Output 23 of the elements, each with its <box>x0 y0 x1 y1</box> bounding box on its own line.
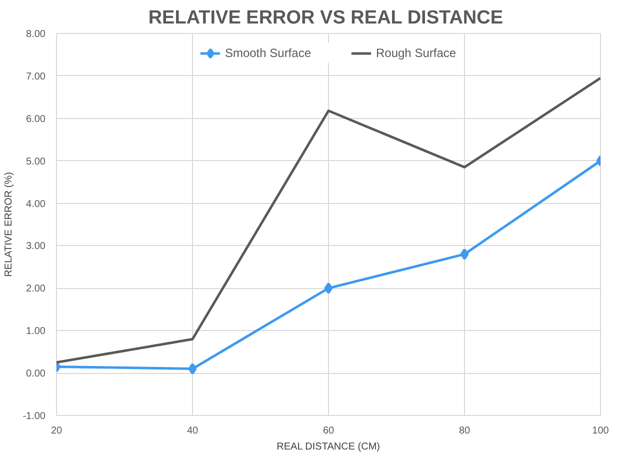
y-tick-label: 3.00 <box>26 241 46 252</box>
x-tick-label: 20 <box>50 426 62 436</box>
y-tick-label: 2.00 <box>26 284 46 295</box>
y-tick-label: 5.00 <box>26 156 46 168</box>
y-tick-label: 1.00 <box>26 326 46 338</box>
y-tick-label: 4.00 <box>26 198 46 210</box>
x-tick-label: 60 <box>322 426 334 436</box>
point <box>460 248 469 260</box>
y-tick-label: 7.00 <box>26 71 46 82</box>
y-tick-label: 8.00 <box>26 29 46 40</box>
y-tick-label: 6.00 <box>26 114 46 125</box>
y-tick-label: -1.00 <box>22 411 46 422</box>
x-tick-label: 80 <box>458 426 470 436</box>
y-tick-label: 0.00 <box>26 368 46 380</box>
point <box>188 363 197 375</box>
point <box>324 282 333 294</box>
x-axis-title: REAL DISTANCE (CM) <box>276 442 380 452</box>
x-tick-label: 100 <box>592 426 610 436</box>
legend-label: Smooth Surface <box>224 46 311 60</box>
chart-title: RELATIVE ERROR VS REAL DISTANCE <box>148 8 504 28</box>
y-axis-title: RELATIVE ERROR (%) <box>4 172 15 277</box>
x-tick-label: 40 <box>186 426 198 436</box>
legend-label: Rough Surface <box>376 46 456 60</box>
